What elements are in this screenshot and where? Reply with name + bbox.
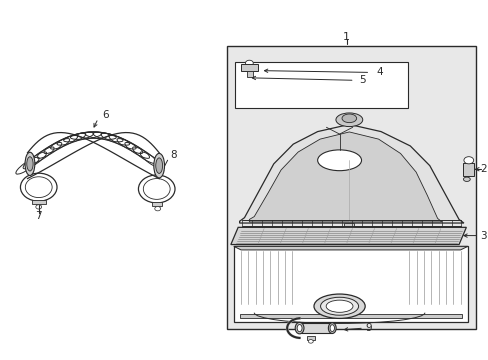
Ellipse shape [463,177,469,181]
Text: 8: 8 [170,150,177,160]
Bar [239,314,461,318]
Circle shape [36,205,41,209]
Ellipse shape [297,324,302,332]
Ellipse shape [154,153,164,178]
Bar [306,336,314,340]
Polygon shape [239,125,463,223]
Ellipse shape [341,114,356,123]
Polygon shape [249,132,441,222]
Text: 6: 6 [102,111,109,121]
Text: 4: 4 [376,67,383,77]
Text: 3: 3 [479,231,486,240]
Ellipse shape [317,150,361,171]
Circle shape [155,207,160,211]
Circle shape [463,157,473,164]
Text: 1: 1 [343,32,349,41]
Ellipse shape [329,325,334,332]
Ellipse shape [313,294,365,319]
Bar [32,200,45,204]
Ellipse shape [335,113,362,127]
Ellipse shape [25,152,35,175]
Text: 7: 7 [35,211,42,221]
Text: 2: 2 [479,164,486,174]
Bar [240,64,258,71]
Circle shape [245,60,253,66]
Bar [234,62,407,108]
Ellipse shape [320,297,358,315]
Text: 5: 5 [359,75,365,85]
Circle shape [308,339,313,343]
Bar [300,323,331,333]
Bar [344,223,353,227]
Bar [246,71,252,77]
Polygon shape [233,246,467,250]
Ellipse shape [27,157,33,171]
Ellipse shape [328,323,335,333]
Text: 9: 9 [365,323,371,333]
Bar [233,246,467,321]
Bar [227,45,475,329]
Polygon shape [230,227,466,244]
Ellipse shape [156,158,162,174]
Ellipse shape [295,322,304,334]
Bar [462,163,473,176]
Ellipse shape [325,300,352,312]
Bar [152,202,161,206]
